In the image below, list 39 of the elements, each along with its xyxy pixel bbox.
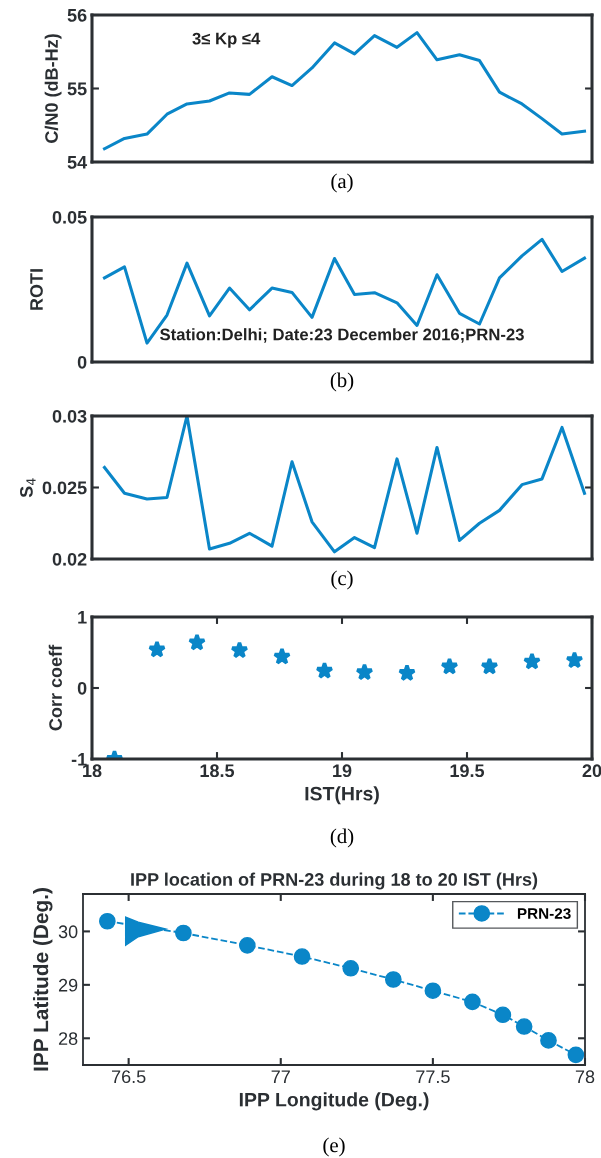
text: (d) [330, 828, 354, 848]
y-tick-label: 0.025 [42, 481, 87, 495]
x-tick-label: 18 [83, 764, 102, 778]
text: (b) [330, 372, 354, 392]
x-tick-label: 78 [575, 1070, 595, 1084]
text: (a) [331, 173, 353, 193]
x-tick-label: 18.5 [200, 764, 235, 778]
y-tick-label: 29 [58, 978, 78, 992]
x-axis-title: IPP Longitude (Deg.) [239, 1092, 429, 1111]
x-tick-label: 77.5 [416, 1070, 450, 1084]
y-tick-label: 56 [67, 8, 87, 22]
x-tick-label: 20 [582, 764, 601, 778]
text: (e) [323, 1137, 345, 1157]
y-axis-title: C/N0 (dB-Hz) [44, 34, 62, 143]
y-axis-title: IPP Latitude (Deg.) [32, 888, 53, 1071]
y-tick-label: 1 [78, 611, 87, 624]
annotation: Station:Delhi; Date:23 December 2016;PRN-23 [160, 328, 524, 343]
y-tick-label: 30 [58, 925, 78, 939]
y-tick-label: 0 [77, 681, 87, 695]
y-tick-label: 55 [67, 82, 87, 96]
text: (c) [331, 570, 353, 590]
y-tick-label: -1 [71, 753, 87, 766]
x-tick-label: 77 [271, 1070, 290, 1083]
y-axis-title: Corr coeff [48, 644, 62, 731]
chart-title: IPP location of PRN-23 during 18 to 20 IST (Hrs) [131, 872, 538, 890]
y-axis-title: ROTI [30, 269, 43, 310]
y-tick-label: 28 [58, 1032, 78, 1045]
y-tick-label: 54 [67, 156, 88, 169]
x-tick-label: 19.5 [450, 764, 485, 778]
y-tick-label: 0.02 [52, 552, 87, 566]
y-axis-title: S$_{4}$ [20, 478, 36, 498]
x-tick-label: 19 [333, 764, 352, 778]
y-tick-label: 0.03 [52, 409, 87, 423]
annotation: 3≤ Kp ≤4 [192, 32, 261, 48]
y-tick-label: 0.05 [52, 210, 87, 224]
x-tick-label: 76.5 [111, 1070, 146, 1084]
x-axis-title: IST(Hrs) [305, 786, 379, 805]
y-tick-label: 0 [77, 355, 87, 369]
legend-label: PRN-23 [517, 908, 571, 919]
